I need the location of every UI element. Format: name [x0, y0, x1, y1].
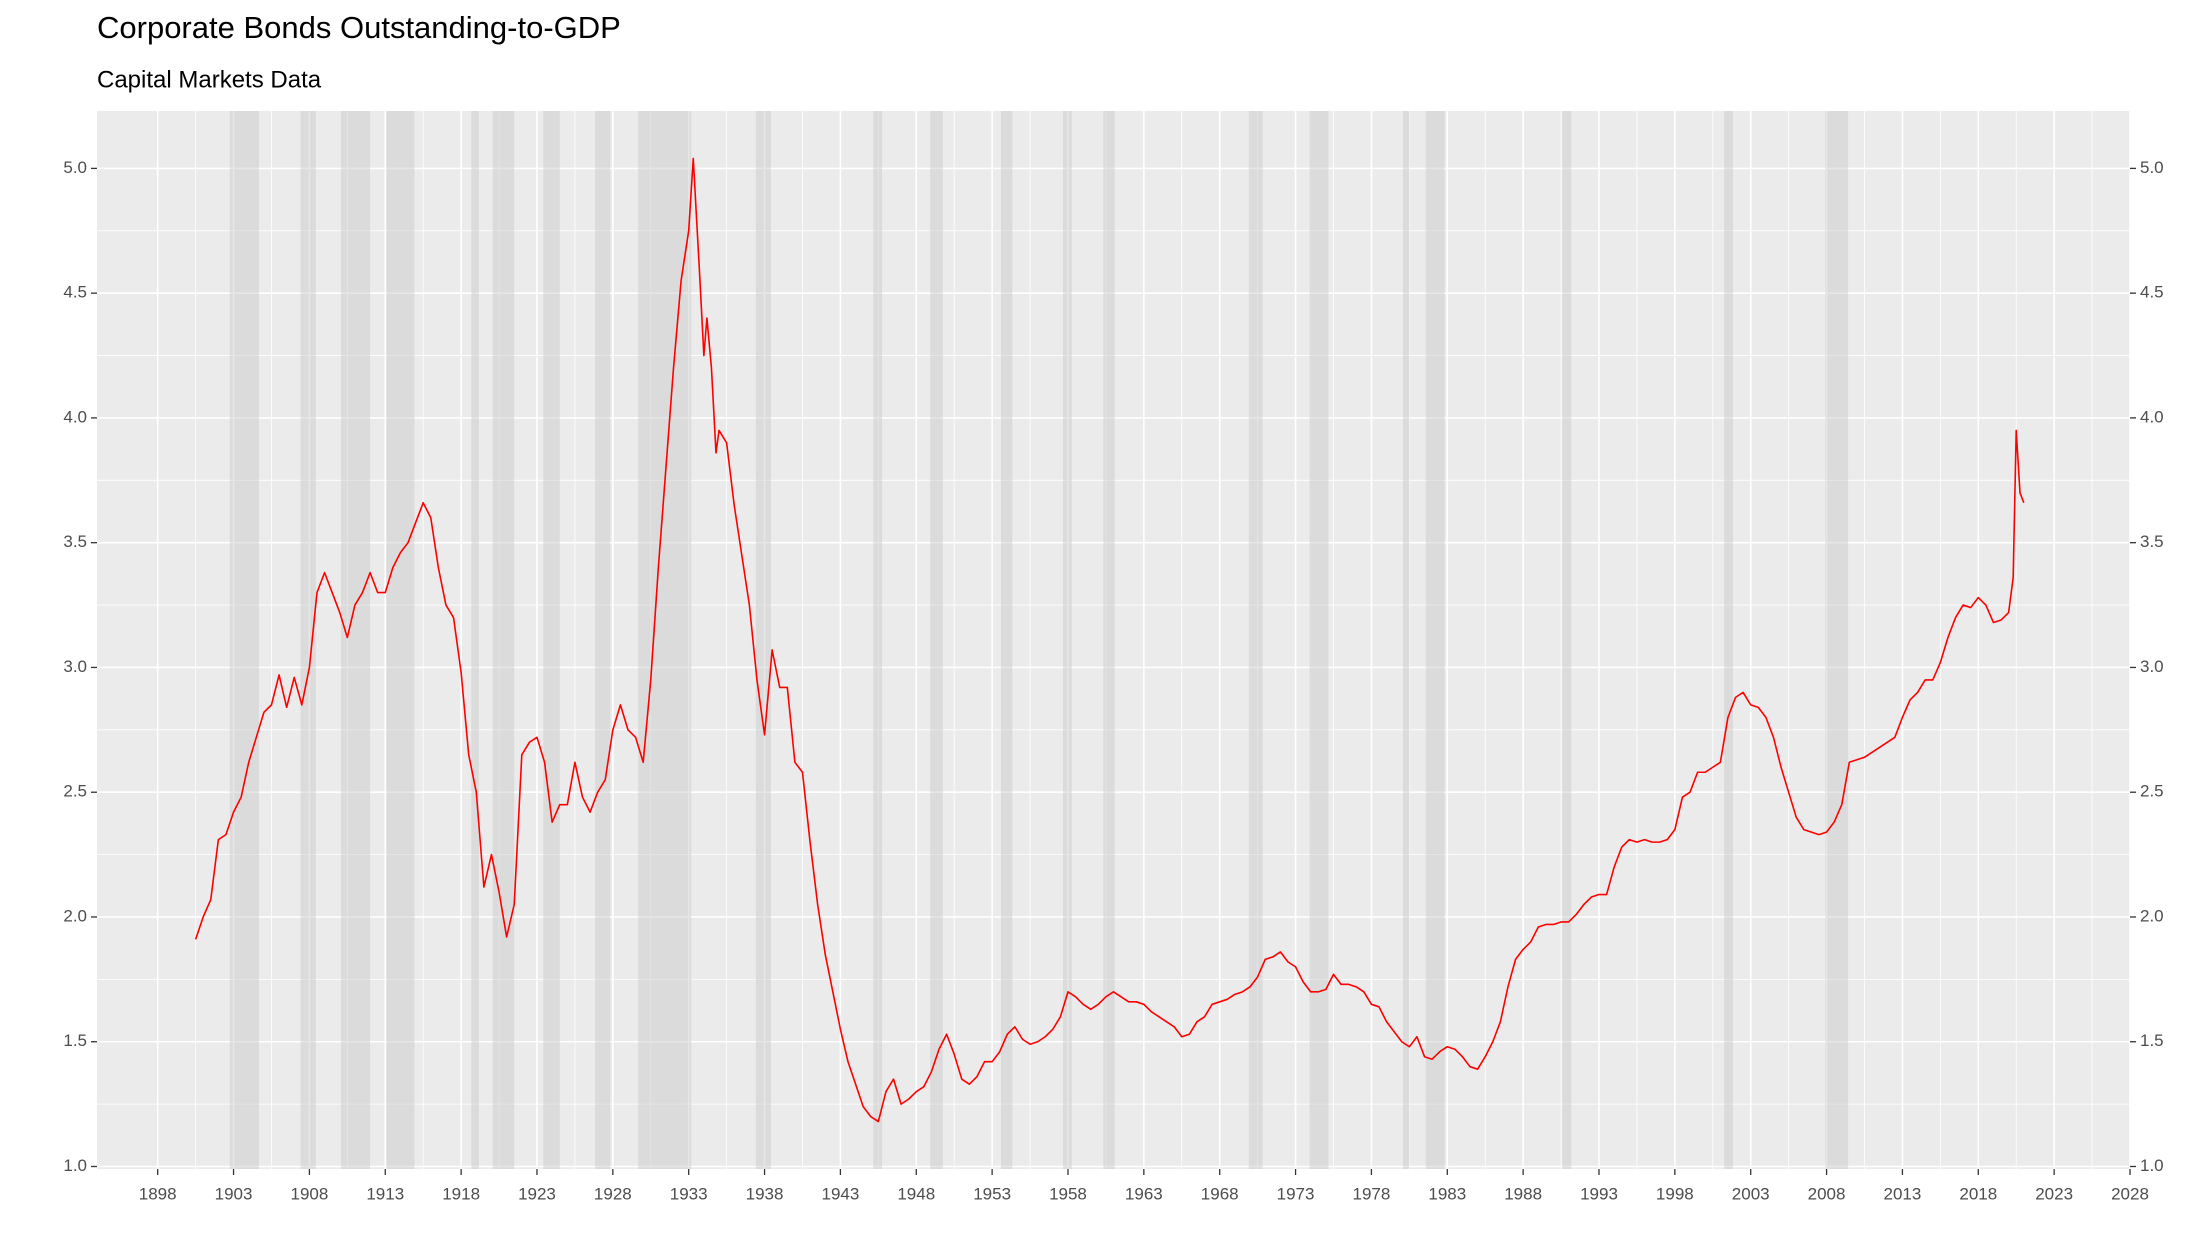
x-tick-label: 1963: [1125, 1184, 1163, 1203]
x-tick-label: 1928: [594, 1184, 632, 1203]
y-tick-label: 5.0: [63, 158, 87, 177]
x-tick-label: 2018: [1959, 1184, 1997, 1203]
recession-band: [492, 111, 515, 1169]
recession-band: [1724, 111, 1733, 1169]
x-tick-label: 1918: [442, 1184, 480, 1203]
chart-title: Corporate Bonds Outstanding-to-GDP: [97, 10, 621, 45]
y-tick-label: 4.0: [63, 407, 87, 426]
chart-subtitle: Capital Markets Data: [97, 66, 322, 93]
recession-band: [930, 111, 943, 1169]
recession-band: [340, 111, 371, 1169]
y-tick-label: 1.5: [63, 1031, 87, 1050]
y2-tick-label: 2.0: [2140, 906, 2164, 925]
data-line: [194, 157, 2025, 1123]
x-tick-label: 1948: [897, 1184, 935, 1203]
recession-band: [755, 111, 771, 1169]
x-tick-label: 1973: [1277, 1184, 1315, 1203]
y-tick-label: 3.0: [63, 657, 87, 676]
recession-band: [229, 111, 259, 1169]
x-tick-label: 1978: [1353, 1184, 1391, 1203]
recession-band: [638, 111, 692, 1169]
recession-band: [300, 111, 316, 1169]
x-tick-label: 1913: [366, 1184, 404, 1203]
x-tick-label: 1953: [973, 1184, 1011, 1203]
x-tick-label: 1968: [1201, 1184, 1239, 1203]
x-tick-label: 1908: [290, 1184, 328, 1203]
recession-band: [1562, 111, 1572, 1169]
x-tick-label: 2008: [1808, 1184, 1846, 1203]
y-tick-label: 1.0: [63, 1156, 87, 1175]
x-tick-label: 1933: [670, 1184, 708, 1203]
x-tick-label: 1943: [821, 1184, 859, 1203]
recession-band: [386, 111, 415, 1169]
x-tick-label: 1993: [1580, 1184, 1618, 1203]
recession-band: [543, 111, 560, 1169]
recession-band: [873, 111, 883, 1169]
x-tick-label: 2013: [1884, 1184, 1922, 1203]
y2-tick-label: 5.0: [2140, 158, 2164, 177]
x-tick-label: 1923: [518, 1184, 556, 1203]
x-tick-label: 1958: [1049, 1184, 1087, 1203]
recession-band: [1425, 111, 1445, 1169]
x-tick-label: 1938: [746, 1184, 784, 1203]
x-tick-label: 1898: [139, 1184, 177, 1203]
y2-tick-label: 1.5: [2140, 1031, 2164, 1050]
x-tick-label: 1988: [1504, 1184, 1542, 1203]
y2-tick-label: 4.5: [2140, 283, 2164, 302]
x-tick-label: 2003: [1732, 1184, 1770, 1203]
recession-band: [1103, 111, 1115, 1169]
y2-tick-label: 3.5: [2140, 532, 2164, 551]
x-tick-label: 1903: [215, 1184, 253, 1203]
recession-band: [1248, 111, 1263, 1169]
x-tick-label: 2023: [2035, 1184, 2073, 1203]
recession-band: [1309, 111, 1329, 1169]
recession-band: [1402, 111, 1410, 1169]
y-tick-label: 3.5: [63, 532, 87, 551]
recession-band: [1000, 111, 1013, 1169]
x-tick-label: 2028: [2111, 1184, 2149, 1203]
recession-band: [1062, 111, 1072, 1169]
recession-band: [595, 111, 611, 1169]
recession-band: [1825, 111, 1849, 1169]
x-tick-label: 1983: [1428, 1184, 1466, 1203]
y2-tick-label: 4.0: [2140, 407, 2164, 426]
recession-band: [471, 111, 479, 1169]
y-tick-label: 2.0: [63, 906, 87, 925]
y-tick-label: 2.5: [63, 782, 87, 801]
x-tick-label: 1998: [1656, 1184, 1694, 1203]
y2-tick-label: 2.5: [2140, 782, 2164, 801]
y2-tick-label: 1.0: [2140, 1156, 2164, 1175]
y-tick-label: 4.5: [63, 283, 87, 302]
y2-tick-label: 3.0: [2140, 657, 2164, 676]
